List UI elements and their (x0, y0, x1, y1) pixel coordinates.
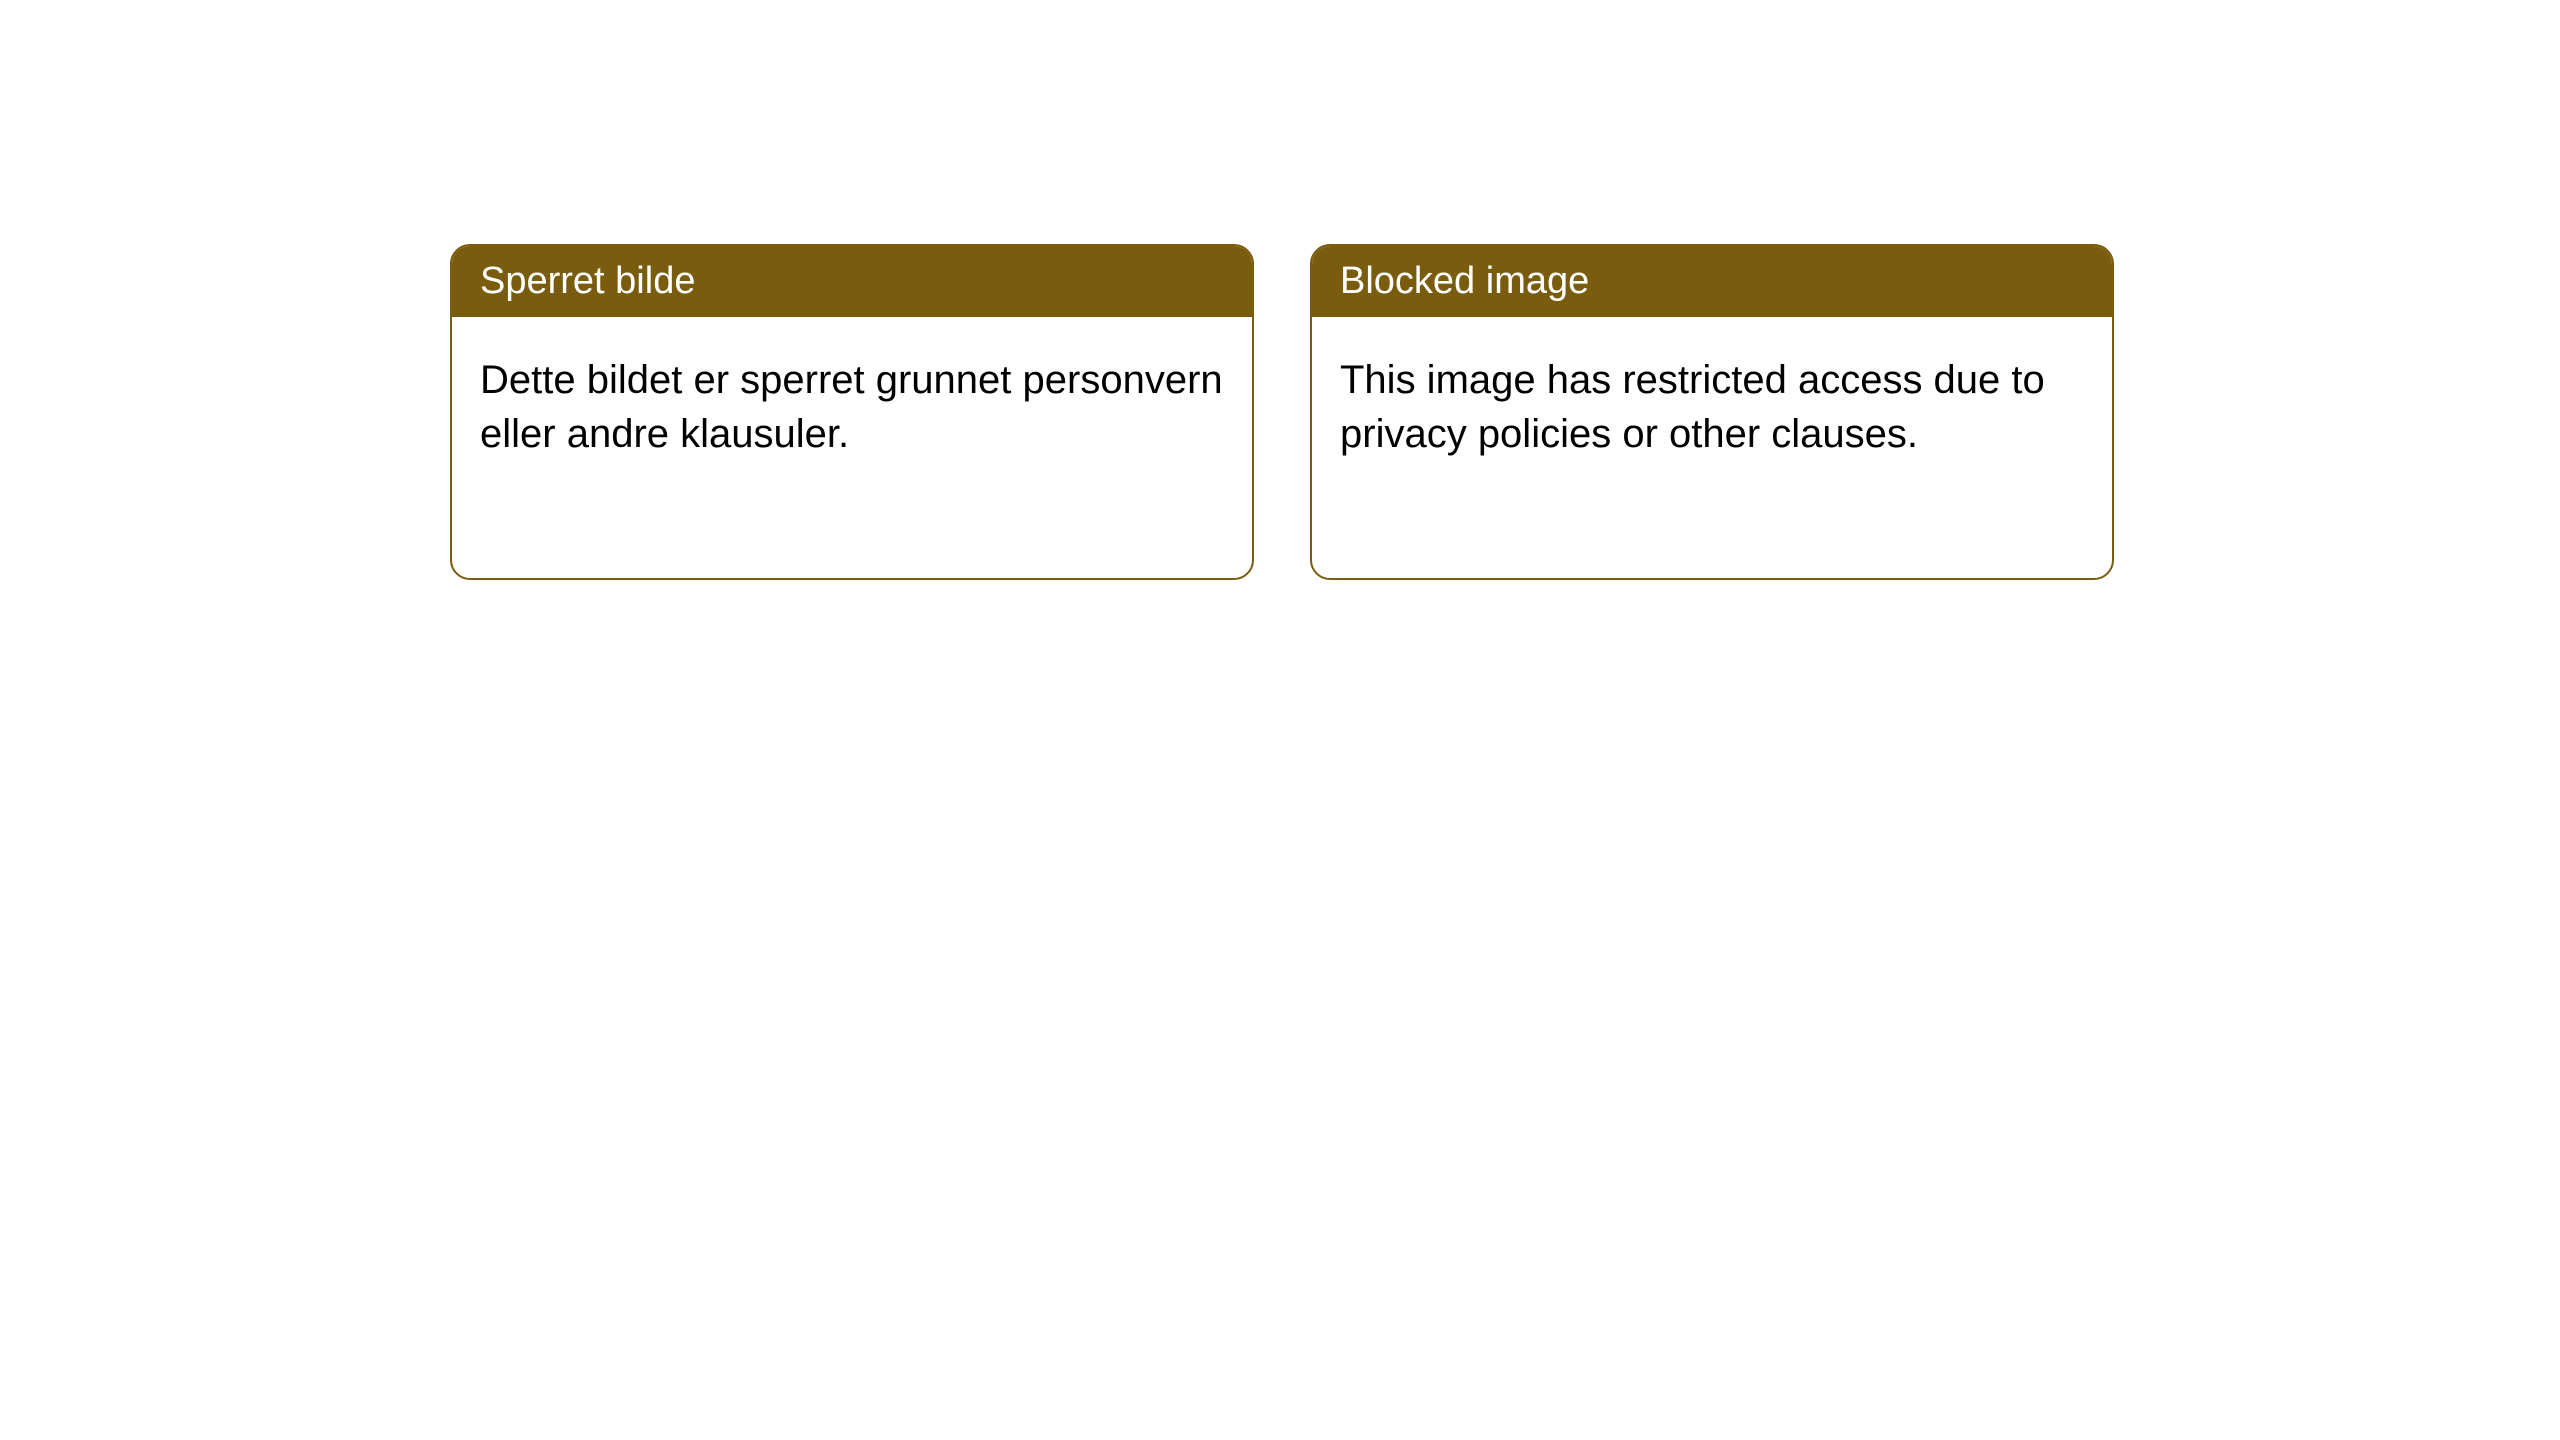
card-text-no: Dette bildet er sperret grunnet personve… (480, 358, 1223, 456)
card-body-no: Dette bildet er sperret grunnet personve… (452, 317, 1252, 497)
card-title-no: Sperret bilde (480, 260, 695, 302)
blocked-image-card-en: Blocked image This image has restricted … (1310, 244, 2114, 580)
card-header-en: Blocked image (1312, 246, 2112, 317)
card-text-en: This image has restricted access due to … (1340, 358, 2045, 456)
card-title-en: Blocked image (1340, 260, 1589, 302)
card-header-no: Sperret bilde (452, 246, 1252, 317)
card-body-en: This image has restricted access due to … (1312, 317, 2112, 497)
blocked-image-card-no: Sperret bilde Dette bildet er sperret gr… (450, 244, 1254, 580)
notice-container: Sperret bilde Dette bildet er sperret gr… (0, 0, 2560, 580)
